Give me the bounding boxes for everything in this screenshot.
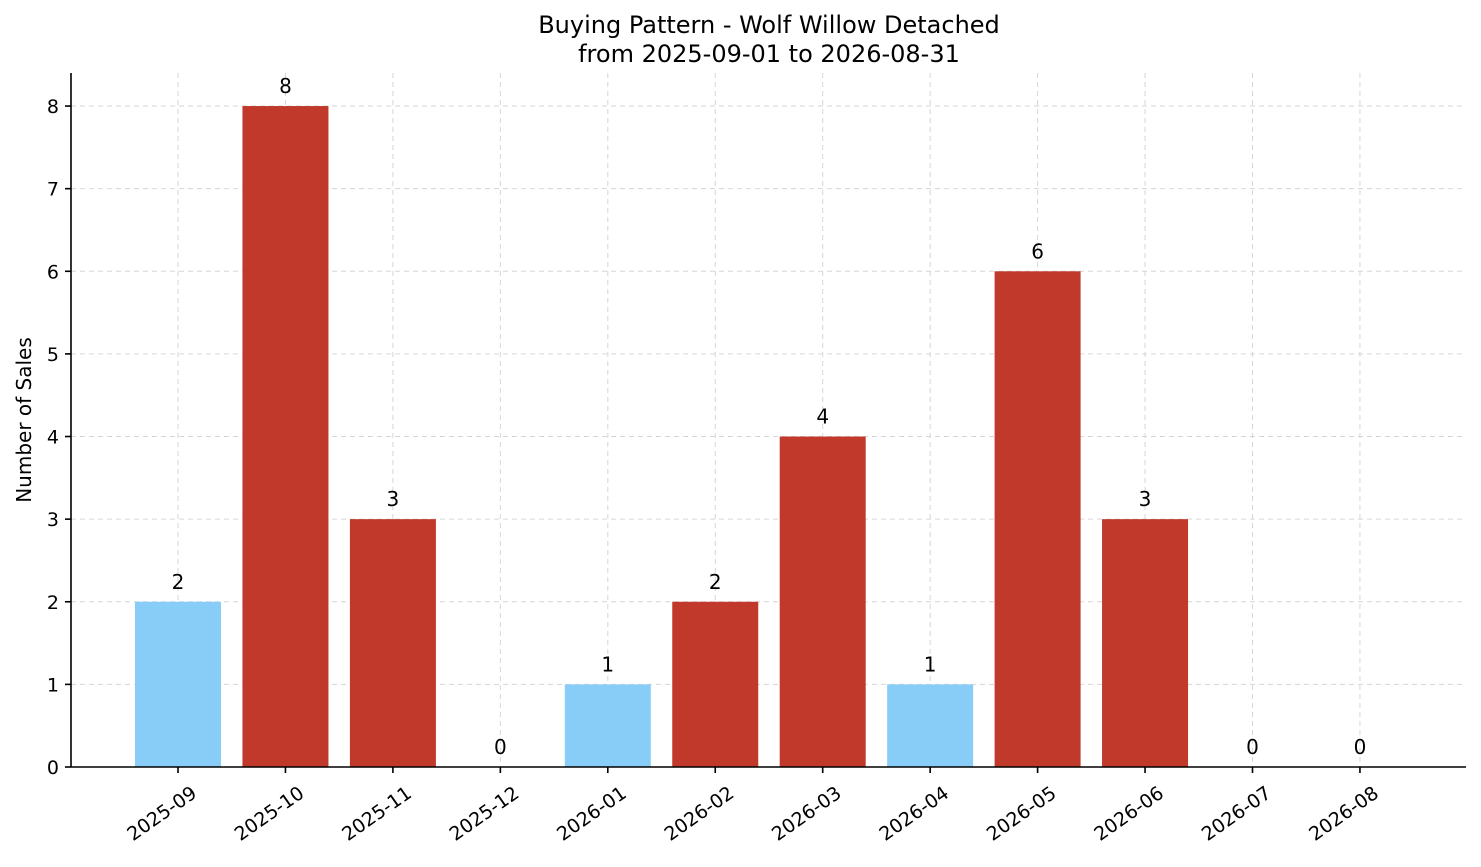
- bar-value-label: 4: [816, 405, 829, 429]
- bar-2026-05: [994, 271, 1081, 767]
- y-tick-label: 1: [47, 674, 59, 696]
- y-axis-label: Number of Sales: [12, 337, 36, 503]
- bar-2025-10: [242, 106, 329, 768]
- bar-value-label: 1: [924, 652, 937, 676]
- x-tick-label: 2025-12: [446, 782, 524, 846]
- bar-2026-04: [887, 684, 974, 767]
- y-tick-label: 4: [47, 427, 59, 449]
- bar-value-label: 1: [601, 652, 614, 676]
- x-tick-label: 2026-05: [983, 782, 1061, 846]
- x-tick-label: 2025-11: [338, 782, 416, 846]
- y-tick-label: 5: [47, 344, 59, 366]
- bar-value-label: 8: [279, 74, 292, 98]
- y-tick-label: 7: [47, 179, 59, 201]
- bar-2025-11: [349, 519, 436, 767]
- bar-value-label: 3: [387, 487, 400, 511]
- bar-2025-09: [135, 601, 221, 767]
- y-tick-label: 3: [47, 509, 59, 531]
- x-tick-label: 2026-03: [768, 782, 846, 846]
- y-tick-label: 0: [47, 757, 59, 779]
- chart-title: Buying Pattern - Wolf Willow Detached: [538, 11, 1000, 39]
- x-tick-label: 2026-06: [1090, 782, 1168, 846]
- tick-layer: [65, 105, 1361, 773]
- bar-value-label: 6: [1031, 239, 1044, 263]
- x-tick-label: 2025-10: [231, 782, 309, 846]
- x-tick-label: 2025-09: [123, 782, 201, 846]
- x-tick-label: 2026-01: [553, 782, 631, 846]
- bar-value-label: 0: [1246, 735, 1259, 759]
- bar-value-label: 2: [172, 570, 185, 594]
- y-tick-label: 8: [47, 96, 59, 118]
- bar-2026-02: [672, 601, 759, 767]
- bar-value-label: 3: [1139, 487, 1152, 511]
- x-tick-label: 2026-08: [1305, 782, 1383, 846]
- y-tick-label: 2: [47, 592, 59, 614]
- bar-value-label: 2: [709, 570, 722, 594]
- x-tick-label: 2026-04: [875, 782, 953, 846]
- bar-value-label: 0: [1354, 735, 1367, 759]
- x-tick-label: 2026-02: [660, 782, 738, 846]
- chart-subtitle: from 2025-09-01 to 2026-08-31: [578, 40, 960, 68]
- bar-layer: [135, 106, 1189, 768]
- y-tick-label: 6: [47, 261, 59, 283]
- bar-2026-03: [779, 436, 866, 767]
- bar-value-label: 0: [494, 735, 507, 759]
- x-tick-label: 2026-07: [1198, 782, 1276, 846]
- bar-2026-06: [1102, 519, 1189, 767]
- bar-2026-01: [564, 684, 651, 767]
